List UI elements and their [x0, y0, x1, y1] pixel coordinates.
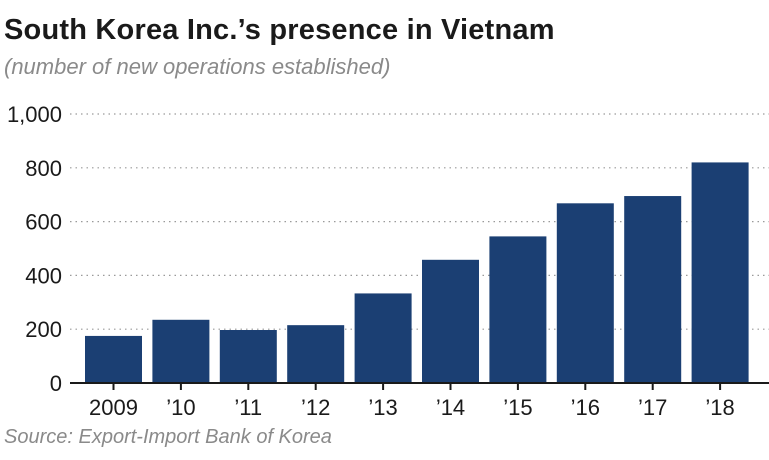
bar-2009: [85, 335, 142, 383]
x-tick-label: 2009: [89, 395, 138, 420]
bar-16: [556, 203, 614, 383]
x-tick-label: ’11: [234, 395, 262, 420]
bar-12: [287, 325, 345, 383]
x-tick-label: ’18: [705, 395, 734, 420]
x-tick-label: ’10: [166, 395, 195, 420]
bar-14: [422, 259, 479, 383]
x-tick-label: ’15: [503, 395, 532, 420]
x-tick-label: ’17: [638, 395, 667, 420]
y-tick-label: 600: [25, 210, 62, 235]
y-tick-label: 800: [25, 156, 62, 181]
chart-title: South Korea Inc.’s presence in Vietnam: [4, 14, 555, 46]
y-tick-label: 400: [25, 263, 62, 288]
bar-13: [354, 293, 412, 383]
y-tick-label: 1,000: [7, 102, 62, 127]
x-tick-labels: 2009 ’10 ’11 ’12 ’13 ’14 ’15 ’16 ’17 ’18: [89, 395, 735, 420]
chart-subtitle: (number of new operations established): [4, 54, 391, 79]
y-tick-label: 200: [25, 317, 62, 342]
x-tick-label: ’14: [436, 395, 465, 420]
x-tick-label: ’12: [301, 395, 330, 420]
bar-18: [691, 162, 749, 383]
bars: [85, 162, 749, 383]
bar-15: [489, 236, 547, 383]
x-tick-label: ’16: [571, 395, 600, 420]
y-tick-labels: 0 200 400 600 800 1,000: [7, 102, 62, 396]
x-tick-label: ’13: [368, 395, 397, 420]
y-tick-label: 0: [50, 371, 62, 396]
bar-11: [219, 330, 277, 383]
bar-17: [624, 196, 682, 383]
chart-source: Source: Export-Import Bank of Korea: [4, 426, 332, 448]
x-axis: [70, 382, 769, 390]
bar-10: [152, 319, 210, 383]
